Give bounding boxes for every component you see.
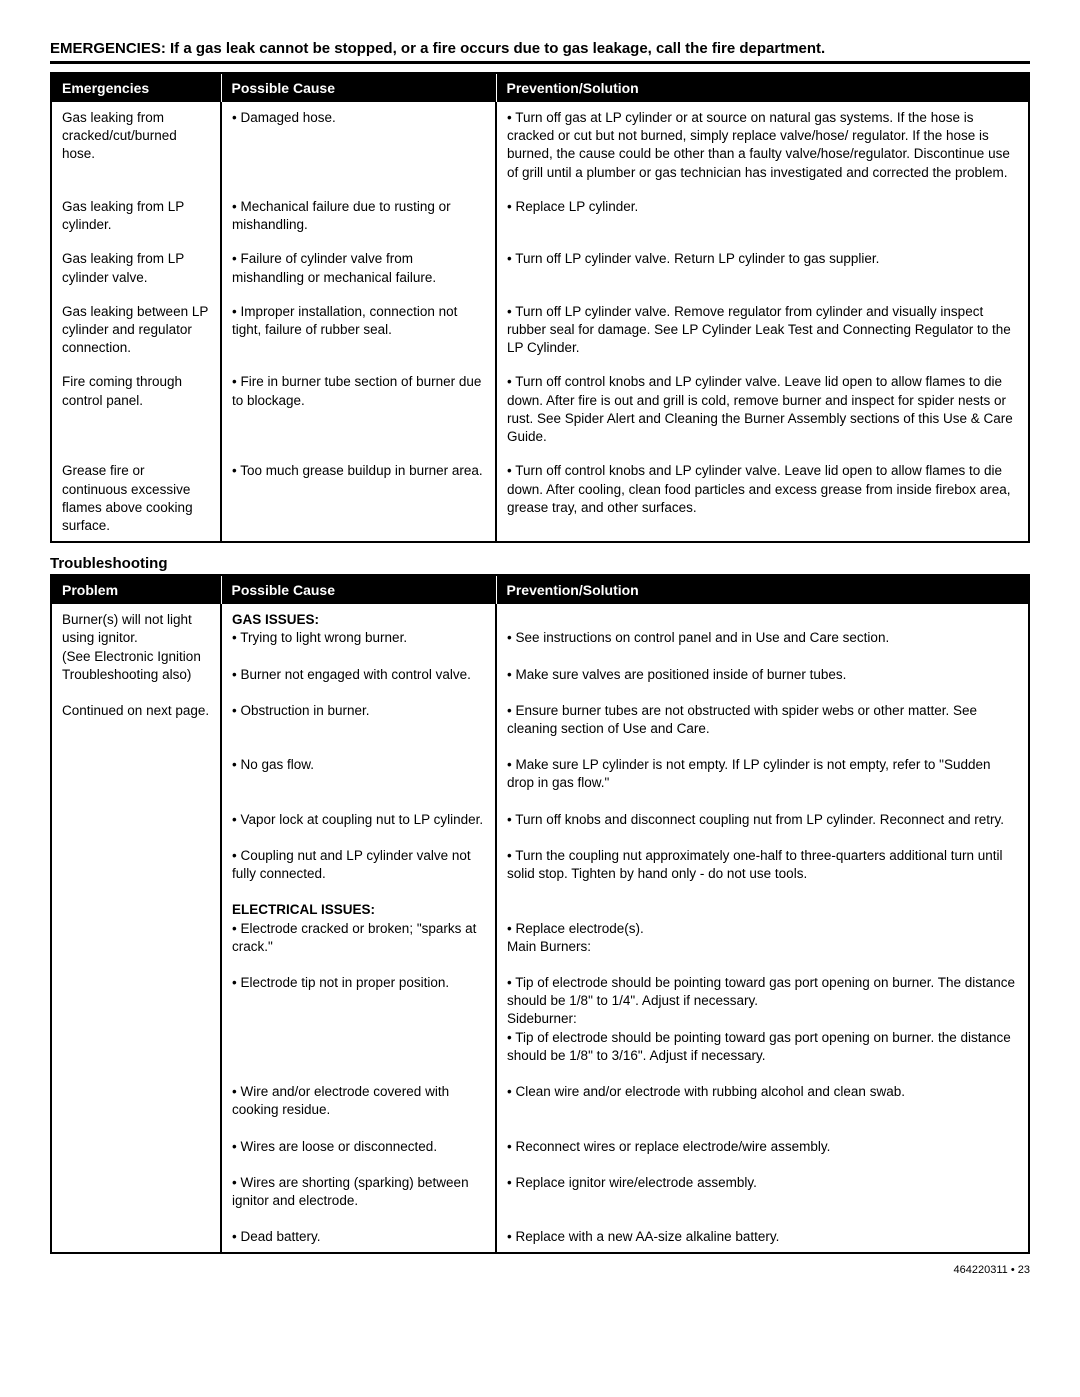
problem-cell: Gas leaking from cracked/cut/burned hose…	[51, 103, 221, 188]
table-row: Grease fire or continuous excessive flam…	[51, 452, 1029, 542]
solution-cell: • Clean wire and/or electrode with rubbi…	[496, 1071, 1029, 1125]
cause-cell: • Damaged hose.	[221, 103, 496, 188]
problem-cell: Gas leaking from LP cylinder.	[51, 188, 221, 240]
cause-cell: • Failure of cylinder valve from mishand…	[221, 240, 496, 292]
cause-cell: • Vapor lock at coupling nut to LP cylin…	[221, 799, 496, 835]
cause-cell: ELECTRICAL ISSUES:• Electrode cracked or…	[221, 889, 496, 962]
solution-cell: • Turn off control knobs and LP cylinder…	[496, 363, 1029, 452]
table-row: Gas leaking between LP cylinder and regu…	[51, 293, 1029, 364]
solution-cell: • Tip of electrode should be pointing to…	[496, 962, 1029, 1071]
solution-cell: • Turn off gas at LP cylinder or at sour…	[496, 103, 1029, 188]
solution-cell: • Turn off knobs and disconnect coupling…	[496, 799, 1029, 835]
cause-cell: • Improper installation, connection not …	[221, 293, 496, 364]
solution-cell: • Ensure burner tubes are not obstructed…	[496, 690, 1029, 744]
th-problem: Problem	[51, 575, 221, 605]
table-row: Gas leaking from cracked/cut/burned hose…	[51, 103, 1029, 188]
cause-cell: • Obstruction in burner.	[221, 690, 496, 744]
th-cause: Possible Cause	[221, 73, 496, 103]
problem-cell: Burner(s) will not light using ignitor. …	[51, 605, 221, 1254]
cause-cell: GAS ISSUES:• Trying to light wrong burne…	[221, 605, 496, 654]
table-row: Burner(s) will not light using ignitor. …	[51, 605, 1029, 654]
cause-cell: • Burner not engaged with control valve.	[221, 654, 496, 690]
th-emergencies: Emergencies	[51, 73, 221, 103]
warning-title: EMERGENCIES: If a gas leak cannot be sto…	[50, 40, 1030, 64]
electrical-issues-heading: ELECTRICAL ISSUES:	[232, 901, 485, 919]
solution-cell: • See instructions on control panel and …	[496, 605, 1029, 654]
table-row: Gas leaking from LP cylinder.• Mechanica…	[51, 188, 1029, 240]
table-row: Gas leaking from LP cylinder valve.• Fai…	[51, 240, 1029, 292]
th-cause2: Possible Cause	[221, 575, 496, 605]
table-row: Fire coming through control panel.• Fire…	[51, 363, 1029, 452]
solution-cell: • Reconnect wires or replace electrode/w…	[496, 1126, 1029, 1162]
th-solution: Prevention/Solution	[496, 73, 1029, 103]
cause-cell: • Wire and/or electrode covered with coo…	[221, 1071, 496, 1125]
solution-cell: • Turn off control knobs and LP cylinder…	[496, 452, 1029, 542]
solution-cell: • Turn the coupling nut approximately on…	[496, 835, 1029, 889]
cause-cell: • Wires are shorting (sparking) between …	[221, 1162, 496, 1216]
problem-cell: Gas leaking between LP cylinder and regu…	[51, 293, 221, 364]
cause-cell: • Coupling nut and LP cylinder valve not…	[221, 835, 496, 889]
cause-cell: • Too much grease buildup in burner area…	[221, 452, 496, 542]
cause-cell: • Fire in burner tube section of burner …	[221, 363, 496, 452]
cause-cell: • Wires are loose or disconnected.	[221, 1126, 496, 1162]
th-solution2: Prevention/Solution	[496, 575, 1029, 605]
solution-cell: • Make sure LP cylinder is not empty. If…	[496, 744, 1029, 798]
troubleshooting-title: Troubleshooting	[50, 555, 1030, 572]
solution-cell: • Replace ignitor wire/electrode assembl…	[496, 1162, 1029, 1216]
page-footer: 464220311 • 23	[50, 1264, 1030, 1276]
emergencies-table: Emergencies Possible Cause Prevention/So…	[50, 72, 1030, 543]
cause-cell: • Dead battery.	[221, 1216, 496, 1253]
troubleshooting-table: Problem Possible Cause Prevention/Soluti…	[50, 574, 1030, 1254]
problem-cell: Grease fire or continuous excessive flam…	[51, 452, 221, 542]
solution-cell: • Turn off LP cylinder valve. Remove reg…	[496, 293, 1029, 364]
problem-cell: Gas leaking from LP cylinder valve.	[51, 240, 221, 292]
cause-cell: • No gas flow.	[221, 744, 496, 798]
problem-cell: Fire coming through control panel.	[51, 363, 221, 452]
solution-cell: • Replace LP cylinder.	[496, 188, 1029, 240]
solution-cell: • Turn off LP cylinder valve. Return LP …	[496, 240, 1029, 292]
solution-cell: • Make sure valves are positioned inside…	[496, 654, 1029, 690]
solution-cell: • Replace electrode(s). Main Burners:	[496, 889, 1029, 962]
cause-cell: • Mechanical failure due to rusting or m…	[221, 188, 496, 240]
cause-cell: • Electrode tip not in proper position.	[221, 962, 496, 1071]
solution-cell: • Replace with a new AA-size alkaline ba…	[496, 1216, 1029, 1253]
gas-issues-heading: GAS ISSUES:	[232, 611, 485, 629]
